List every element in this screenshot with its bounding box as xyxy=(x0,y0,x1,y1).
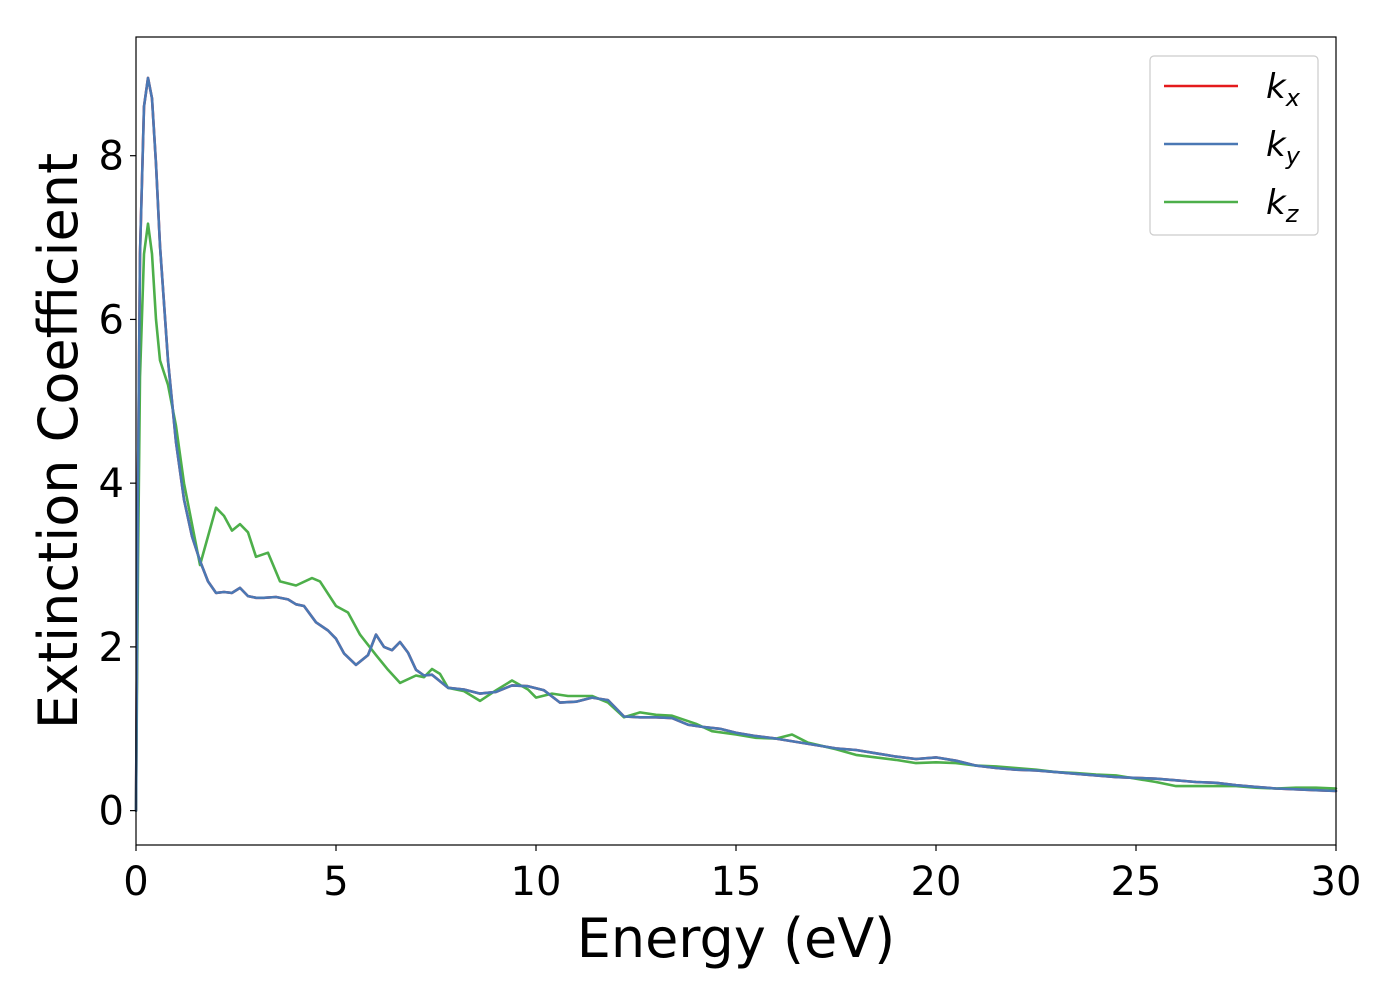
x-tick-label: 10 xyxy=(511,859,562,905)
x-axis: 0 5 10 15 20 25 30 xyxy=(123,845,1361,905)
x-axis-title: Energy (eV) xyxy=(577,907,896,970)
x-tick-label: 0 xyxy=(123,859,148,905)
legend-label-k-y: ky xyxy=(1266,125,1301,170)
series-layer xyxy=(134,76,1338,812)
legend: kx ky kz xyxy=(1149,55,1319,236)
y-tick-label: 0 xyxy=(99,789,124,835)
y-tick-label: 4 xyxy=(99,461,124,507)
series-line-k-y xyxy=(134,76,1338,812)
x-tick-label: 15 xyxy=(711,859,762,905)
x-tick-label: 5 xyxy=(323,859,348,905)
x-tick-label: 30 xyxy=(1311,859,1362,905)
x-tick-label: 25 xyxy=(1111,859,1162,905)
legend-label-k-z: kz xyxy=(1266,183,1300,228)
y-axis: 0 2 4 6 8 xyxy=(99,134,136,835)
y-axis-title: Extinction Coefficient xyxy=(27,153,90,729)
legend-label-k-x: kx xyxy=(1266,67,1301,112)
y-tick-label: 2 xyxy=(99,625,124,671)
y-tick-label: 8 xyxy=(99,134,124,180)
x-tick-label: 20 xyxy=(911,859,962,905)
y-tick-label: 6 xyxy=(99,297,124,343)
legend-box xyxy=(1149,55,1319,236)
